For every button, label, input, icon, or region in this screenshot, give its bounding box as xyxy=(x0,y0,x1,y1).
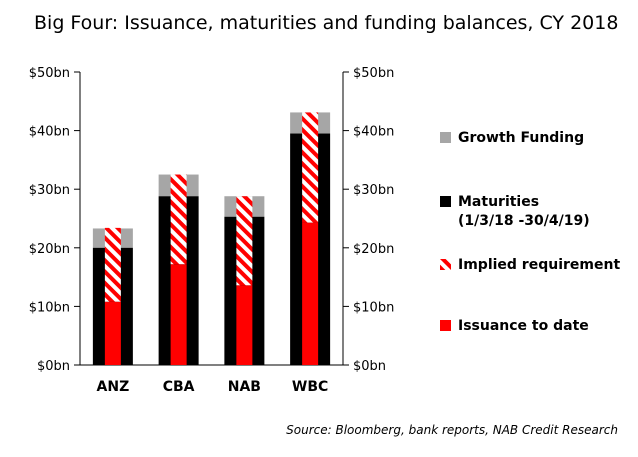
y-tick-label-right: $40bn xyxy=(353,125,394,140)
y-tick-label-right: $30bn xyxy=(353,183,394,198)
bar-issuance-nab xyxy=(236,285,253,365)
legend-label-maturities: Maturities xyxy=(458,194,540,210)
bar-issuance-wbc xyxy=(302,222,319,365)
legend-swatch-issuance xyxy=(440,320,451,331)
bar-implied-wbc xyxy=(302,112,319,223)
legend-item-maturities: Maturities xyxy=(440,192,610,212)
legend-item-issuance-to-date: Issuance to date xyxy=(440,316,610,336)
y-tick-label-left: $20bn xyxy=(29,242,70,257)
legend-label-implied: Implied requirement xyxy=(458,257,621,273)
y-tick-label-left: $10bn xyxy=(29,300,70,315)
y-tick-label-right: $50bn xyxy=(353,66,394,81)
y-tick-label-right: $20bn xyxy=(353,242,394,257)
x-tick-label-nab: NAB xyxy=(228,379,261,395)
y-tick-label-left: $0bn xyxy=(37,359,70,374)
bar-issuance-anz xyxy=(104,301,121,365)
bar-implied-cba xyxy=(170,174,187,265)
legend-swatch-growth xyxy=(440,132,451,143)
y-tick-label-right: $10bn xyxy=(353,300,394,315)
x-tick-label-cba: CBA xyxy=(163,379,195,395)
y-tick-label-left: $50bn xyxy=(29,66,70,81)
chart-title: Big Four: Issuance, maturities and fundi… xyxy=(34,12,619,34)
legend-item-implied-requirement: Implied requirement xyxy=(440,255,620,275)
bar-issuance-cba xyxy=(170,264,187,365)
bar-implied-anz xyxy=(104,227,121,302)
source-note: Source: Bloomberg, bank reports, NAB Cre… xyxy=(286,423,618,437)
bar-implied-nab xyxy=(236,196,253,286)
x-tick-label-anz: ANZ xyxy=(97,379,130,395)
legend-swatch-maturities xyxy=(440,196,451,207)
y-tick-label-right: $0bn xyxy=(353,359,386,374)
legend-label-issuance: Issuance to date xyxy=(458,318,589,334)
x-tick-label-wbc: WBC xyxy=(292,379,328,395)
y-tick-label-left: $30bn xyxy=(29,183,70,198)
y-tick-label-left: $40bn xyxy=(29,125,70,140)
legend-item-growth-funding: Growth Funding xyxy=(440,128,610,148)
legend-swatch-implied xyxy=(440,259,451,270)
legend-label-growth: Growth Funding xyxy=(458,130,585,146)
legend-label-maturities-period: (1/3/18 -30/4/19) xyxy=(458,213,590,229)
